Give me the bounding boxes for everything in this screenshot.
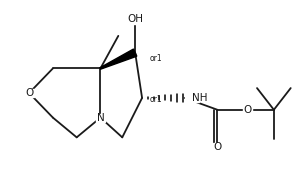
Text: or1: or1 <box>150 54 163 63</box>
Polygon shape <box>100 49 137 69</box>
Text: or1: or1 <box>150 95 163 104</box>
Bar <box>213 143 222 151</box>
Text: N: N <box>97 113 104 123</box>
Text: NH: NH <box>192 93 207 103</box>
Text: O: O <box>213 142 221 152</box>
Text: O: O <box>243 105 251 115</box>
Bar <box>185 94 198 102</box>
Bar <box>96 114 105 122</box>
Text: O: O <box>25 88 33 98</box>
Text: OH: OH <box>127 14 143 24</box>
Bar <box>128 15 142 24</box>
Bar <box>25 89 34 97</box>
Bar <box>243 106 252 114</box>
